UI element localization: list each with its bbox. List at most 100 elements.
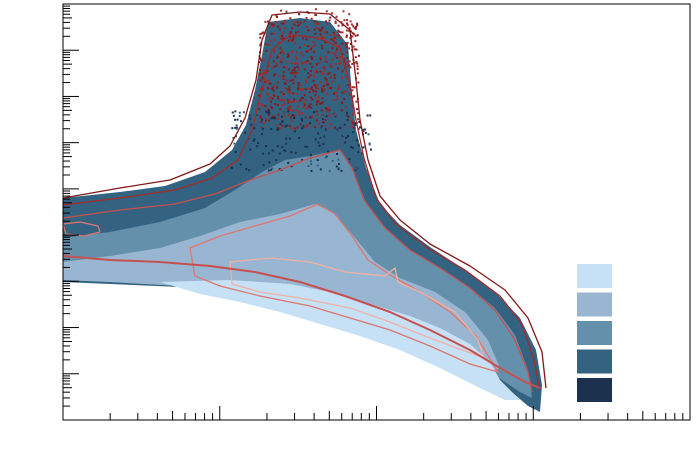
- noise-pixel: [332, 38, 335, 41]
- noise-pixel: [325, 78, 328, 81]
- noise-pixel: [299, 21, 302, 24]
- noise-pixel: [273, 85, 276, 87]
- noise-pixel: [352, 131, 355, 133]
- noise-pixel: [340, 109, 343, 112]
- noise-pixel: [264, 20, 267, 23]
- noise-pixel: [266, 93, 269, 96]
- noise-pixel: [260, 32, 263, 35]
- noise-pixel: [306, 147, 309, 150]
- noise-pixel: [269, 140, 272, 143]
- noise-pixel: [362, 160, 365, 163]
- noise-pixel: [234, 118, 237, 121]
- noise-pixel: [306, 26, 309, 28]
- noise-pixel: [267, 20, 270, 23]
- noise-pixel: [335, 51, 338, 53]
- contour-third: [63, 149, 533, 393]
- noise-pixel: [291, 27, 294, 30]
- noise-pixel: [351, 35, 354, 38]
- noise-pixel: [324, 118, 327, 121]
- noise-pixel: [231, 127, 234, 130]
- noise-pixel: [259, 57, 261, 60]
- noise-pixel: [260, 59, 263, 62]
- noise-pixel: [357, 144, 360, 147]
- noise-pixel: [364, 131, 367, 134]
- noise-pixel: [292, 109, 295, 112]
- noise-pixel: [303, 101, 306, 104]
- noise-pixel: [315, 63, 318, 66]
- noise-pixel: [314, 126, 317, 129]
- noise-pixel: [304, 61, 307, 64]
- noise-pixel: [289, 72, 292, 75]
- noise-pixel: [265, 81, 268, 84]
- noise-pixel: [292, 92, 295, 95]
- noise-pixel: [295, 58, 298, 61]
- noise-pixel: [255, 114, 258, 117]
- noise-pixel: [244, 165, 247, 168]
- noise-pixel: [324, 156, 327, 159]
- noise-pixel: [296, 93, 298, 95]
- noise-pixel: [273, 135, 276, 138]
- noise-pixel: [356, 22, 358, 25]
- noise-pixel: [321, 118, 324, 120]
- noise-pixel: [304, 99, 307, 101]
- noise-pixel: [328, 170, 331, 172]
- noise-pixel: [327, 106, 330, 109]
- noise-pixel: [310, 96, 313, 99]
- noise-pixel: [292, 127, 295, 130]
- noise-pixel: [309, 74, 312, 77]
- noise-pixel: [360, 163, 363, 166]
- noise-pixel: [282, 66, 285, 69]
- noise-pixel: [307, 72, 310, 75]
- noise-pixel: [340, 169, 343, 172]
- noise-pixel: [350, 23, 353, 26]
- noise-pixel: [349, 20, 352, 23]
- noise-pixel: [268, 163, 271, 166]
- noise-pixel: [329, 16, 332, 19]
- noise-pixel: [298, 46, 301, 49]
- noise-pixel: [328, 19, 331, 22]
- noise-pixel: [349, 93, 352, 96]
- noise-pixel: [319, 140, 322, 143]
- noise-pixel: [248, 169, 251, 172]
- noise-pixel: [258, 135, 261, 138]
- noise-pixel: [351, 119, 353, 122]
- noise-pixel: [272, 60, 275, 63]
- noise-pixel: [299, 88, 302, 91]
- noise-pixel: [295, 31, 297, 34]
- noise-pixel: [311, 86, 314, 89]
- noise-pixel: [314, 13, 317, 16]
- noise-pixel: [345, 62, 348, 65]
- noise-pixel: [308, 104, 311, 107]
- noise-pixel: [296, 24, 299, 27]
- noise-pixel: [259, 115, 262, 118]
- noise-pixel: [287, 101, 290, 104]
- noise-pixel: [284, 66, 287, 69]
- noise-pixel: [313, 44, 316, 47]
- noise-pixel: [297, 30, 300, 33]
- noise-pixel: [261, 118, 264, 121]
- noise-pixel: [277, 97, 280, 100]
- noise-pixel: [290, 165, 293, 168]
- noise-pixel: [271, 149, 274, 152]
- noise-pixel: [311, 46, 314, 49]
- noise-pixel: [276, 103, 279, 106]
- noise-pixel: [348, 27, 351, 30]
- noise-pixel: [239, 163, 242, 166]
- noise-pixel: [290, 126, 293, 129]
- noise-pixel: [326, 150, 329, 153]
- noise-pixel: [354, 56, 357, 59]
- noise-pixel: [296, 51, 299, 54]
- noise-pixel: [337, 29, 340, 32]
- noise-pixel: [278, 152, 281, 155]
- noise-pixel: [304, 88, 307, 91]
- noise-pixel: [341, 42, 344, 45]
- noise-pixel: [345, 136, 348, 139]
- noise-pixel: [319, 81, 322, 84]
- noise-pixel: [249, 148, 252, 151]
- noise-pixel: [316, 164, 319, 167]
- noise-pixel: [321, 101, 324, 104]
- noise-pixel: [339, 31, 342, 34]
- noise-pixel: [235, 124, 238, 127]
- noise-pixel: [368, 142, 371, 145]
